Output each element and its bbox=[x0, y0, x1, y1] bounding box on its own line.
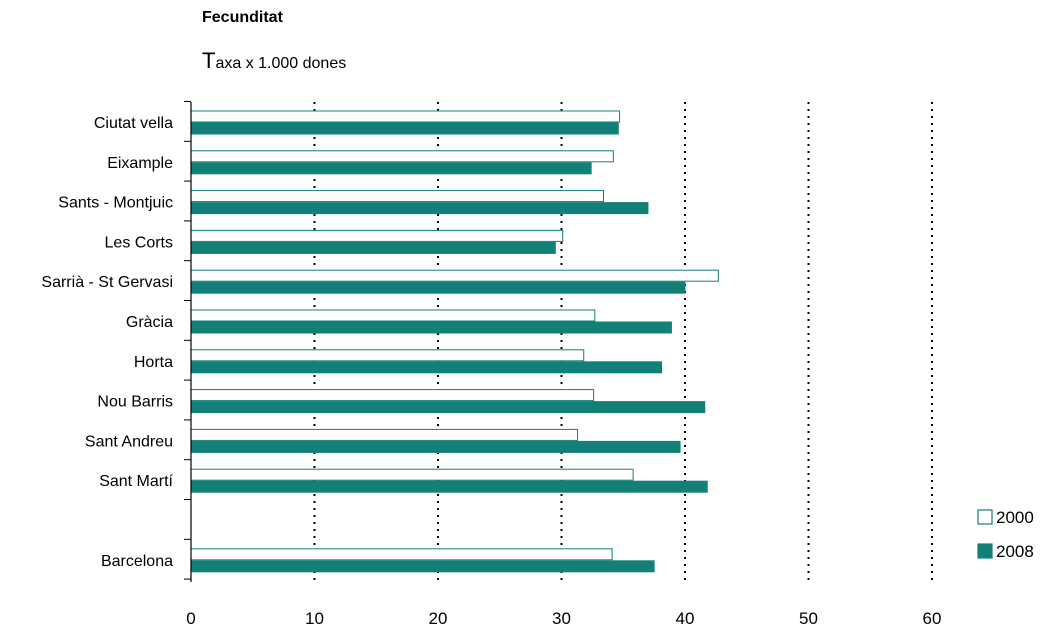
bar-2008 bbox=[190, 361, 663, 374]
category-label: Barcelona bbox=[101, 553, 173, 570]
bar-2008 bbox=[190, 321, 672, 334]
chart-subtitle: Taxa x 1.000 dones bbox=[202, 48, 346, 74]
bar-2008 bbox=[190, 241, 556, 254]
category-labels: Ciutat vella Eixample Sants - Montjuic Les … bbox=[41, 115, 173, 570]
bar-2008 bbox=[190, 440, 681, 453]
bars bbox=[190, 110, 719, 573]
bar-2000 bbox=[190, 309, 596, 322]
bar-2008 bbox=[190, 281, 686, 294]
x-tick-label: 20 bbox=[429, 609, 448, 628]
x-tick-label: 0 bbox=[186, 609, 195, 628]
legend-label: 2000 bbox=[996, 508, 1034, 527]
category-label: Gràcia bbox=[126, 314, 173, 331]
legend-swatch-2000 bbox=[977, 509, 993, 525]
legend-label: 2008 bbox=[996, 542, 1034, 561]
x-tick-label: 60 bbox=[923, 609, 942, 628]
bar-2008 bbox=[190, 162, 592, 175]
bar-2000 bbox=[190, 150, 614, 163]
bar-2008 bbox=[190, 480, 708, 493]
x-tick-label: 50 bbox=[799, 609, 818, 628]
legend-swatch-2008 bbox=[977, 543, 993, 559]
bar-2000 bbox=[190, 428, 579, 441]
category-label: Nou Barris bbox=[97, 394, 173, 411]
bar-2000 bbox=[190, 349, 585, 362]
bar-2000 bbox=[190, 389, 595, 402]
category-label: Sarrià - St Gervasi bbox=[41, 274, 173, 291]
category-label: Sant Martí bbox=[99, 473, 173, 490]
axes bbox=[184, 101, 192, 582]
grid-lines bbox=[313, 102, 933, 582]
bar-2008 bbox=[190, 122, 619, 135]
x-tick-label: 30 bbox=[552, 609, 571, 628]
x-tick-label: 40 bbox=[676, 609, 695, 628]
bar-2000 bbox=[190, 190, 604, 203]
chart-title: Fecunditat bbox=[202, 9, 283, 26]
bar-2000 bbox=[190, 468, 634, 481]
bar-2000 bbox=[190, 269, 719, 282]
chart-subtitle-initial: T bbox=[202, 48, 216, 73]
category-label: Sants - Montjuic bbox=[58, 195, 173, 212]
tick-labels: 0 10 20 30 40 50 60 bbox=[186, 609, 941, 628]
category-label: Sant Andreu bbox=[85, 433, 173, 450]
x-tick-label: 10 bbox=[305, 609, 324, 628]
bar-2008 bbox=[190, 401, 706, 414]
category-label: Eixample bbox=[107, 155, 173, 172]
category-label: Horta bbox=[134, 354, 173, 371]
legend: 2000 2008 bbox=[977, 508, 1034, 561]
bar-2000 bbox=[190, 548, 613, 561]
bar-2008 bbox=[190, 202, 649, 215]
bar-2000 bbox=[190, 110, 621, 123]
bar-2008 bbox=[190, 560, 655, 573]
category-label: Ciutat vella bbox=[94, 115, 173, 132]
chart-subtitle-rest: axa x 1.000 dones bbox=[215, 55, 347, 72]
category-label: Les Corts bbox=[105, 234, 173, 251]
bar-2000 bbox=[190, 229, 564, 242]
